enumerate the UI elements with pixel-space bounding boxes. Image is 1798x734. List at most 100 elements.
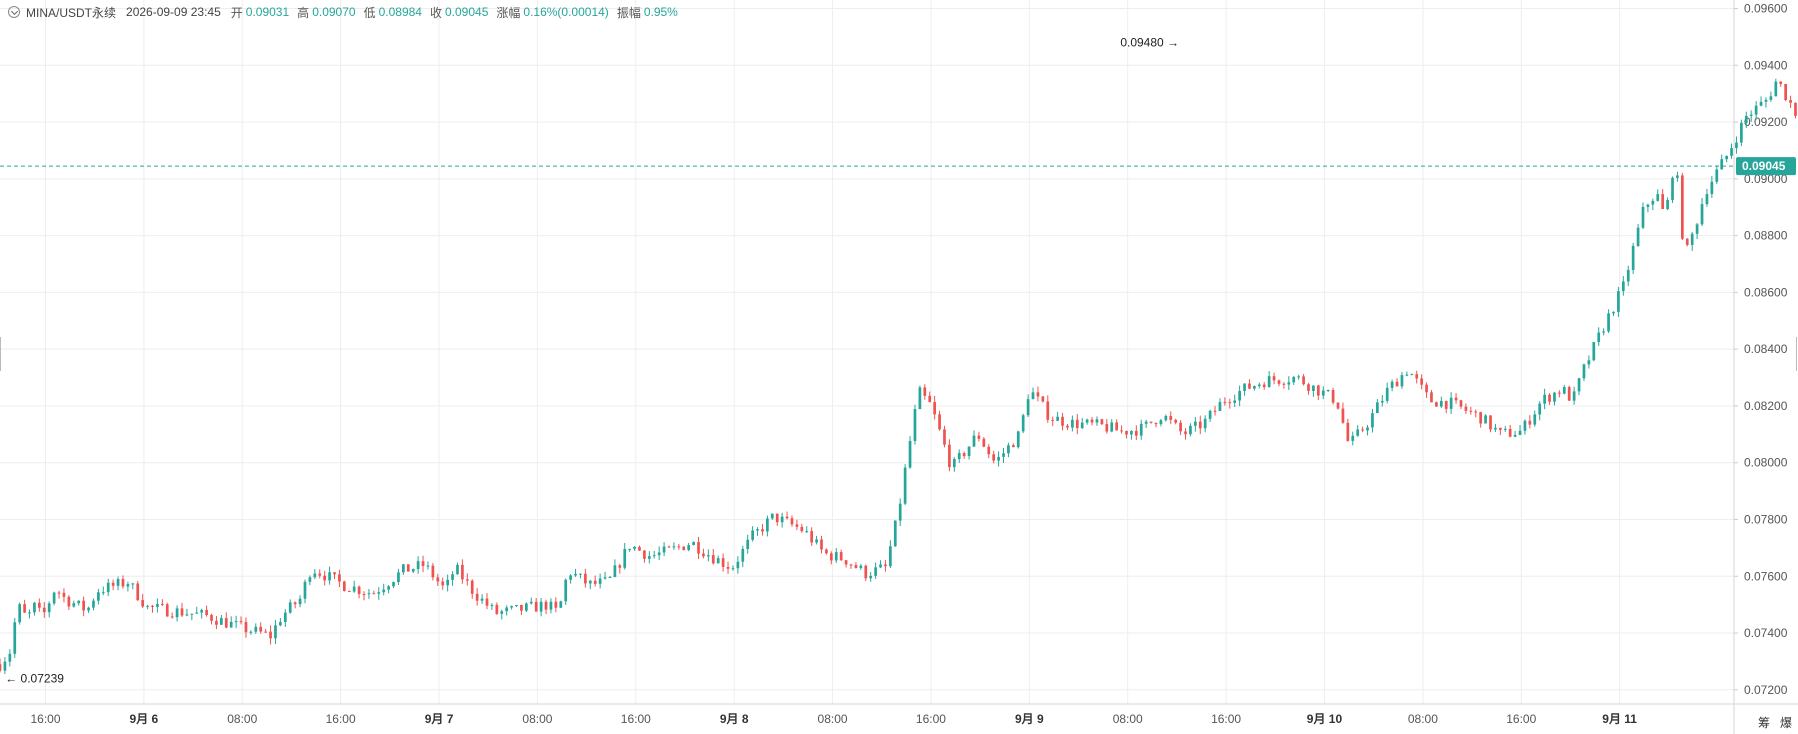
candle-body xyxy=(1513,434,1517,437)
candle-body xyxy=(1380,400,1384,403)
candle-body xyxy=(229,621,233,628)
candle-body xyxy=(308,577,312,582)
candle-body xyxy=(1617,291,1620,312)
candle-body xyxy=(1218,402,1222,411)
candle-body xyxy=(608,576,612,578)
candle-body xyxy=(195,612,199,614)
candle-body xyxy=(505,607,509,612)
candle-body xyxy=(623,548,627,568)
candle-body xyxy=(342,581,346,592)
candle-body xyxy=(1567,387,1571,401)
candle-body xyxy=(613,565,617,577)
candle-body xyxy=(879,564,882,568)
candle-body xyxy=(23,604,26,613)
candle-body xyxy=(293,602,297,605)
candle-body xyxy=(618,565,622,568)
candle-body xyxy=(825,549,828,554)
candle-body xyxy=(1592,342,1596,361)
candle-body xyxy=(766,518,769,532)
x-tick-label: 16:00 xyxy=(621,712,651,726)
candle-body xyxy=(1312,385,1315,391)
candle-body xyxy=(1031,392,1035,400)
candle-body xyxy=(1548,394,1551,402)
candle-body xyxy=(333,572,336,575)
candle-body xyxy=(672,546,676,548)
candle-body xyxy=(1002,453,1005,457)
candle-body xyxy=(849,564,853,566)
candle-body xyxy=(347,591,351,593)
y-tick-label: 0.08200 xyxy=(1744,399,1788,413)
candle-body xyxy=(1646,204,1650,207)
candle-body xyxy=(1405,374,1409,376)
candle-body xyxy=(470,580,474,594)
candle-body xyxy=(1764,99,1768,102)
candle-body xyxy=(702,553,705,557)
y-tick-label: 0.09600 xyxy=(1744,2,1788,16)
candle-body xyxy=(549,601,553,610)
candle-body xyxy=(1139,423,1143,436)
candle-body xyxy=(829,553,833,561)
candle-body xyxy=(313,573,317,578)
candle-body xyxy=(1498,427,1502,430)
candle-body xyxy=(1558,392,1561,394)
right-resize-handle[interactable] xyxy=(1796,337,1797,371)
candle-body xyxy=(1528,420,1532,425)
candle-body xyxy=(421,561,425,567)
candle-body xyxy=(1021,415,1025,432)
candle-body xyxy=(1189,425,1192,435)
x-tick-label: 08:00 xyxy=(227,712,257,726)
ohlc-header: MINA/USDT永续 2026-09-09 23:45 开 0.09031 高… xyxy=(8,4,686,20)
high-annotation: 0.09480 → xyxy=(1120,36,1179,50)
candle-body xyxy=(997,456,1000,461)
candle-body xyxy=(205,609,208,615)
candle-body xyxy=(972,435,976,447)
y-tick-label: 0.09200 xyxy=(1744,115,1788,129)
candle-body xyxy=(1346,422,1350,441)
candle-body xyxy=(711,555,715,564)
candle-body xyxy=(834,552,838,561)
candle-body xyxy=(1248,383,1251,389)
candle-body xyxy=(146,605,149,607)
candle-body xyxy=(121,579,125,587)
candle-body xyxy=(323,575,327,581)
candle-body xyxy=(1454,397,1458,401)
candle-body xyxy=(1533,414,1537,425)
candle-body xyxy=(598,578,602,584)
candle-body xyxy=(1769,96,1773,100)
candle-body xyxy=(1080,422,1084,429)
candle-body xyxy=(402,564,405,573)
candle-body xyxy=(1612,311,1615,314)
candle-body xyxy=(1090,419,1094,423)
candle-body xyxy=(28,612,31,614)
candle-body xyxy=(1784,84,1788,101)
candle-body xyxy=(269,631,272,639)
candle-body xyxy=(1695,224,1699,234)
amplitude-value: 0.95% xyxy=(643,5,678,19)
candle-body xyxy=(303,581,307,599)
candle-body xyxy=(1518,430,1522,435)
collapse-chevron-icon[interactable] xyxy=(8,6,20,18)
candle-body xyxy=(406,564,410,572)
candle-body xyxy=(185,614,189,616)
candle-body xyxy=(1066,425,1069,428)
candle-body xyxy=(1700,204,1704,225)
candle-body xyxy=(933,402,936,415)
candle-body xyxy=(1562,387,1566,394)
candle-body xyxy=(1577,378,1581,392)
candle-body xyxy=(1621,281,1625,292)
chip-distribution-button[interactable]: 筹 xyxy=(1757,716,1770,730)
candle-body xyxy=(628,548,632,550)
candle-body xyxy=(1356,429,1360,436)
candle-body xyxy=(1715,169,1719,182)
candle-body xyxy=(1194,421,1197,426)
symbol-name[interactable]: MINA/USDT永续 xyxy=(26,5,117,20)
left-resize-handle[interactable] xyxy=(0,337,1,371)
candle-body xyxy=(338,574,341,582)
liquidation-button[interactable]: 爆 xyxy=(1779,716,1792,730)
candle-body xyxy=(1336,402,1340,409)
candle-body xyxy=(249,631,253,633)
candle-body xyxy=(1144,421,1148,424)
candle-body xyxy=(1661,194,1665,210)
y-tick-label: 0.08600 xyxy=(1744,285,1788,299)
